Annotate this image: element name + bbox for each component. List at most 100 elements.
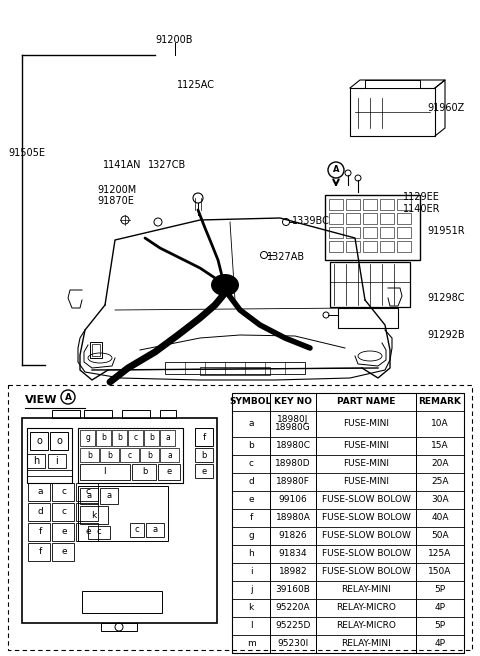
Text: c: c: [249, 459, 253, 468]
Bar: [101, 623, 137, 631]
Bar: [50, 432, 68, 450]
Text: b: b: [118, 434, 122, 443]
Text: A: A: [64, 392, 72, 401]
Text: b: b: [102, 434, 107, 443]
Text: b: b: [150, 434, 155, 443]
Bar: [232, 393, 464, 653]
Bar: [365, 80, 420, 88]
Bar: [27, 428, 72, 483]
Text: 1125AC: 1125AC: [177, 80, 215, 90]
Text: 91834: 91834: [279, 550, 307, 558]
Bar: [330, 262, 410, 307]
Text: 125A: 125A: [428, 550, 452, 558]
Text: g: g: [248, 531, 254, 541]
Text: 150A: 150A: [428, 567, 452, 577]
Bar: [80, 488, 98, 504]
Text: FUSE-MINI: FUSE-MINI: [343, 441, 389, 451]
Bar: [346, 227, 360, 238]
Text: 10A: 10A: [431, 419, 449, 428]
Bar: [52, 503, 74, 521]
Text: i: i: [250, 567, 252, 577]
Bar: [380, 213, 394, 224]
Text: 40A: 40A: [431, 514, 449, 522]
Bar: [8, 385, 472, 650]
Text: 39160B: 39160B: [276, 586, 311, 594]
Text: RELAY-MICRO: RELAY-MICRO: [336, 621, 396, 630]
Text: h: h: [33, 456, 39, 466]
Text: i: i: [56, 456, 59, 466]
Text: REMARK: REMARK: [419, 398, 461, 407]
Bar: [82, 591, 162, 613]
Text: A: A: [333, 165, 339, 174]
Text: 20A: 20A: [431, 459, 449, 468]
Text: f: f: [203, 432, 205, 441]
Text: 5P: 5P: [434, 586, 445, 594]
Text: b: b: [108, 451, 112, 459]
Text: 4P: 4P: [434, 640, 445, 649]
Text: e: e: [202, 466, 206, 476]
Text: 91292B: 91292B: [427, 330, 465, 340]
Text: c: c: [61, 508, 67, 516]
Ellipse shape: [211, 274, 239, 296]
Bar: [195, 448, 213, 462]
Text: 18980D: 18980D: [275, 459, 311, 468]
Bar: [52, 543, 74, 561]
Bar: [165, 362, 305, 374]
Text: FUSE-SLOW BOLOW: FUSE-SLOW BOLOW: [322, 531, 410, 541]
Bar: [92, 344, 100, 356]
Bar: [397, 213, 411, 224]
Text: e: e: [248, 495, 254, 504]
Bar: [76, 483, 98, 501]
Bar: [80, 448, 99, 462]
Text: SYMBOL: SYMBOL: [230, 398, 272, 407]
Bar: [52, 410, 80, 418]
Text: 95230I: 95230I: [277, 640, 309, 649]
Bar: [363, 241, 377, 252]
Text: a: a: [166, 434, 170, 443]
Text: 99106: 99106: [278, 495, 307, 504]
Bar: [122, 410, 150, 418]
Bar: [346, 213, 360, 224]
Bar: [80, 430, 95, 446]
Text: l: l: [250, 621, 252, 630]
Text: 95220A: 95220A: [276, 604, 310, 613]
Text: a: a: [153, 525, 157, 535]
Text: c: c: [134, 434, 138, 443]
Text: e: e: [167, 468, 172, 476]
Bar: [76, 503, 98, 521]
Bar: [397, 199, 411, 210]
Text: 18982: 18982: [279, 567, 307, 577]
Bar: [100, 448, 119, 462]
Text: b: b: [147, 451, 153, 459]
Bar: [28, 503, 50, 521]
Text: k: k: [91, 510, 96, 520]
Text: d: d: [248, 478, 254, 487]
Text: f: f: [38, 527, 42, 537]
Bar: [346, 241, 360, 252]
Bar: [195, 464, 213, 478]
Bar: [90, 342, 102, 358]
Text: g: g: [85, 434, 90, 443]
Text: FUSE-MINI: FUSE-MINI: [343, 459, 389, 468]
Bar: [160, 430, 175, 446]
Text: 91200M: 91200M: [97, 185, 136, 195]
Text: 18980G: 18980G: [275, 424, 311, 432]
Text: f: f: [38, 548, 42, 556]
Bar: [52, 523, 74, 541]
Text: RELAY-MINI: RELAY-MINI: [341, 586, 391, 594]
Bar: [52, 483, 74, 501]
Bar: [78, 486, 168, 541]
Bar: [132, 464, 156, 480]
Text: 95225D: 95225D: [276, 621, 311, 630]
Bar: [120, 448, 139, 462]
Bar: [380, 241, 394, 252]
Text: FUSE-SLOW BOLOW: FUSE-SLOW BOLOW: [322, 550, 410, 558]
Text: 5P: 5P: [434, 621, 445, 630]
Bar: [130, 523, 144, 537]
Bar: [144, 430, 159, 446]
Text: k: k: [248, 604, 253, 613]
Bar: [338, 308, 398, 328]
Text: 1327AB: 1327AB: [267, 252, 305, 262]
Bar: [329, 213, 343, 224]
Text: c: c: [135, 525, 139, 535]
